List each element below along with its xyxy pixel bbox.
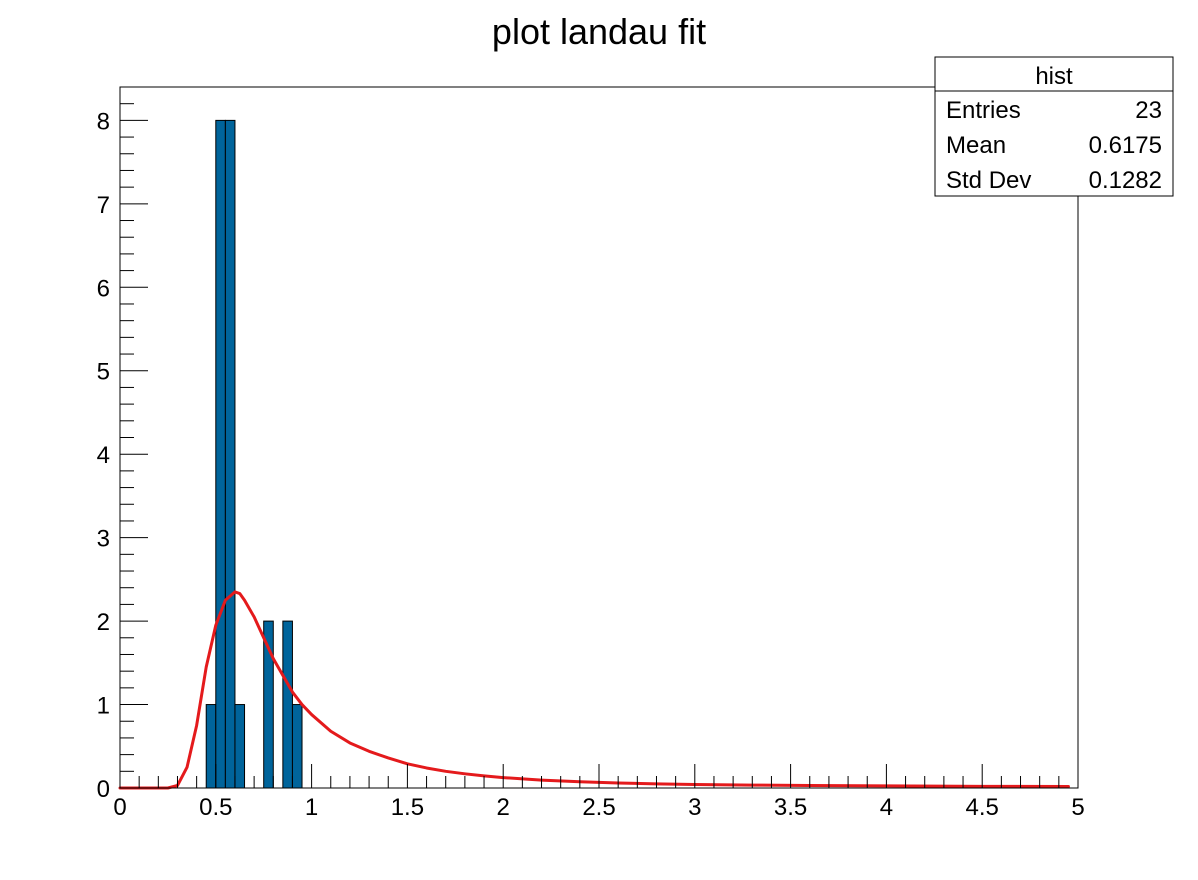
y-axis: 0 1 2 3 4 5 6 7 8 [97, 86, 148, 803]
x-tick-label: 0.5 [199, 794, 232, 821]
y-tick-label: 7 [97, 192, 110, 219]
x-tick-label: 1 [305, 794, 318, 821]
chart-title: plot landau fit [492, 11, 706, 52]
histogram-bar [205, 704, 217, 789]
histogram-bar [224, 119, 236, 789]
histogram-bar [215, 119, 226, 789]
histogram-bar [234, 704, 246, 789]
y-tick-label: 4 [97, 442, 110, 469]
x-tick-label: 1.5 [391, 794, 424, 821]
y-tick-label: 6 [97, 275, 110, 302]
histogram-bar [282, 620, 293, 789]
y-tick-label: 5 [97, 359, 110, 386]
landau-fit-curve [118, 590, 1070, 790]
y-tick-label: 2 [97, 609, 110, 636]
stats-mean-label: Mean [946, 132, 1006, 159]
x-tick-label: 5 [1071, 794, 1084, 821]
y-tick-label: 3 [97, 526, 110, 553]
stats-entries-label: Entries [946, 97, 1021, 124]
x-tick-label: 4 [880, 794, 893, 821]
stats-box-frame [934, 56, 1174, 197]
stats-entries-value: 23 [1135, 97, 1162, 124]
stats-stddev-value: 0.1282 [1089, 167, 1162, 194]
stats-mean-value: 0.6175 [1089, 132, 1162, 159]
y-tick-label: 8 [97, 108, 110, 135]
x-tick-label: 3 [688, 794, 701, 821]
stats-box: hist Entries 23 Mean 0.6175 Std Dev 0.12… [934, 56, 1174, 197]
x-tick-label: 3.5 [774, 794, 807, 821]
stats-box-title: hist [1035, 63, 1073, 90]
histogram-bars [205, 119, 303, 789]
x-axis: 0 0.5 1 1.5 2 2.5 3 3.5 4 4.5 5 [113, 764, 1085, 821]
stats-stddev-label: Std Dev [946, 167, 1031, 194]
y-tick-label: 0 [97, 776, 110, 803]
x-tick-label: 4.5 [966, 794, 999, 821]
x-tick-label: 0 [113, 794, 126, 821]
x-tick-label: 2 [497, 794, 510, 821]
fit-curve-layer [118, 590, 1070, 790]
x-tick-label: 2.5 [582, 794, 615, 821]
histogram-bar [291, 704, 303, 789]
y-tick-label: 1 [97, 693, 110, 720]
